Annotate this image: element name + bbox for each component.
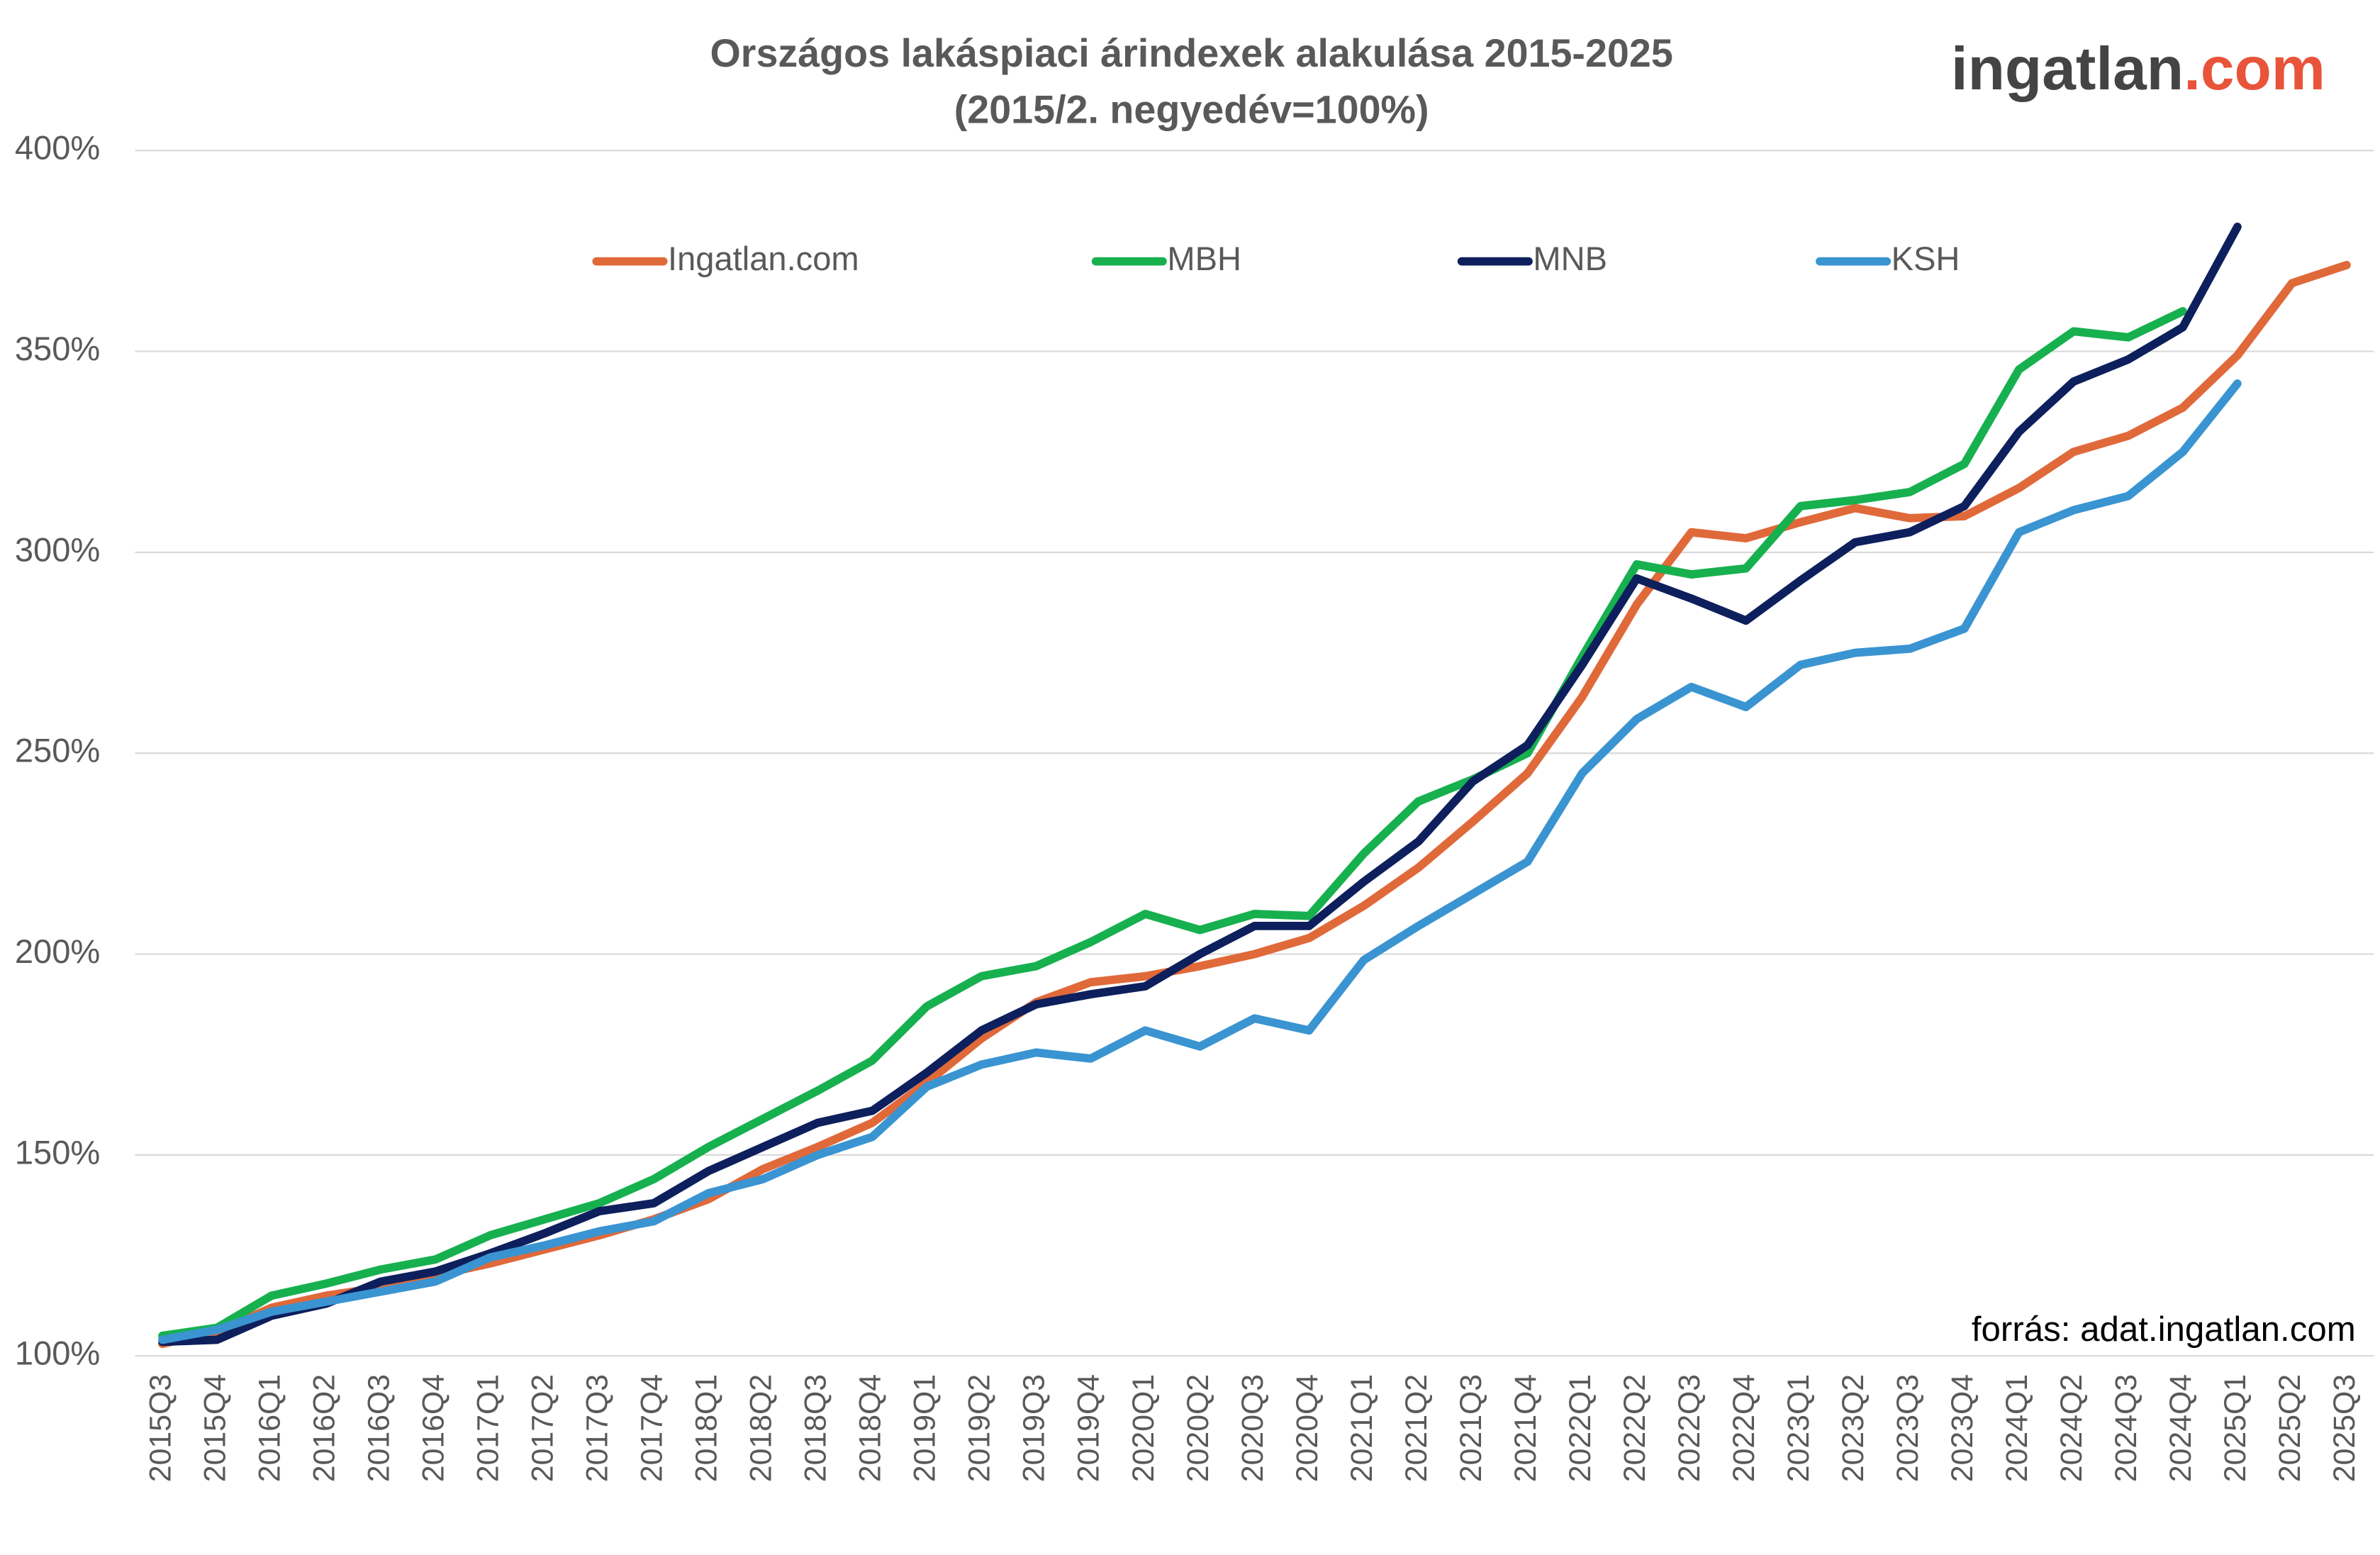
x-tick-label: 2017Q4 [635,1374,669,1482]
x-tick-label: 2021Q4 [1509,1374,1543,1482]
logo-suffix: .com [2184,35,2325,103]
logo-name: ingatlan [1951,35,2184,103]
x-tick-label: 2016Q3 [362,1374,396,1482]
y-tick-label: 300% [15,530,100,568]
x-tick-label: 2018Q1 [690,1374,724,1482]
x-tick-label: 2022Q2 [1618,1374,1652,1482]
y-tick-label: 200% [15,932,100,970]
x-tick-label: 2020Q1 [1127,1374,1161,1482]
x-tick-label: 2023Q2 [1836,1374,1870,1482]
x-tick-label: 2019Q4 [1072,1374,1106,1482]
x-tick-label: 2017Q3 [581,1374,615,1482]
x-tick-label: 2019Q3 [1017,1374,1051,1482]
legend-item: KSH [1816,240,1960,277]
x-tick-label: 2018Q2 [744,1374,778,1482]
x-tick-label: 2022Q3 [1672,1374,1706,1482]
x-tick-label: 2024Q1 [2000,1374,2034,1482]
legend-label: Ingatlan.com [668,240,859,277]
chart-title: Országos lakáspiaci árindexek alakulása … [710,31,1673,75]
legend-item: MNB [1457,240,1607,277]
x-tick-label: 2021Q3 [1454,1374,1488,1482]
series-line [158,223,2242,1347]
series-line [158,307,2187,1340]
x-tick-label: 2016Q4 [416,1374,450,1482]
series-line [158,379,2242,1344]
source-note: forrás: adat.ingatlan.com [1972,1310,2356,1349]
logo: ingatlan.com [1951,35,2325,103]
x-tick-label: 2018Q3 [799,1374,833,1482]
y-tick-label: 150% [15,1133,100,1171]
y-tick-label: 350% [15,330,100,367]
x-tick-label: 2023Q4 [1945,1374,1979,1482]
legend-item: Ingatlan.com [592,240,859,277]
y-tick-label: 100% [15,1334,100,1372]
x-tick-label: 2020Q3 [1236,1374,1270,1482]
x-tick-label: 2022Q1 [1563,1374,1597,1482]
x-tick-label: 2023Q1 [1782,1374,1816,1482]
x-tick-label: 2020Q2 [1181,1374,1215,1482]
x-tick-label: 2020Q4 [1290,1374,1324,1482]
x-tick-label: 2019Q2 [963,1374,997,1482]
x-tick-label: 2018Q4 [854,1374,888,1482]
x-tick-label: 2025Q2 [2273,1374,2307,1482]
legend-label: MNB [1533,240,1607,277]
series-line [158,260,2351,1349]
x-tick-label: 2017Q1 [471,1374,505,1482]
y-tick-label: 250% [15,732,100,769]
x-tick-label: 2024Q4 [2164,1374,2198,1482]
x-tick-label: 2024Q3 [2109,1374,2143,1482]
chart-subtitle: (2015/2. negyedév=100%) [954,87,1429,131]
x-tick-label: 2023Q3 [1891,1374,1925,1482]
x-tick-label: 2015Q3 [143,1374,177,1482]
x-tick-label: 2021Q1 [1345,1374,1379,1482]
legend-item: MBH [1091,240,1241,277]
x-tick-label: 2019Q1 [908,1374,942,1482]
x-tick-label: 2021Q2 [1399,1374,1434,1482]
x-tick-label: 2016Q2 [307,1374,341,1482]
x-tick-label: 2025Q1 [2218,1374,2252,1482]
x-tick-label: 2025Q3 [2328,1374,2362,1482]
x-tick-label: 2024Q2 [2055,1374,2089,1482]
x-tick-label: 2017Q2 [526,1374,560,1482]
x-tick-label: 2022Q4 [1727,1374,1761,1482]
x-tick-label: 2016Q1 [252,1374,286,1482]
y-tick-label: 400% [15,129,100,167]
legend-label: MBH [1167,240,1241,277]
x-tick-label: 2015Q4 [198,1374,232,1482]
legend-label: KSH [1892,240,1960,277]
